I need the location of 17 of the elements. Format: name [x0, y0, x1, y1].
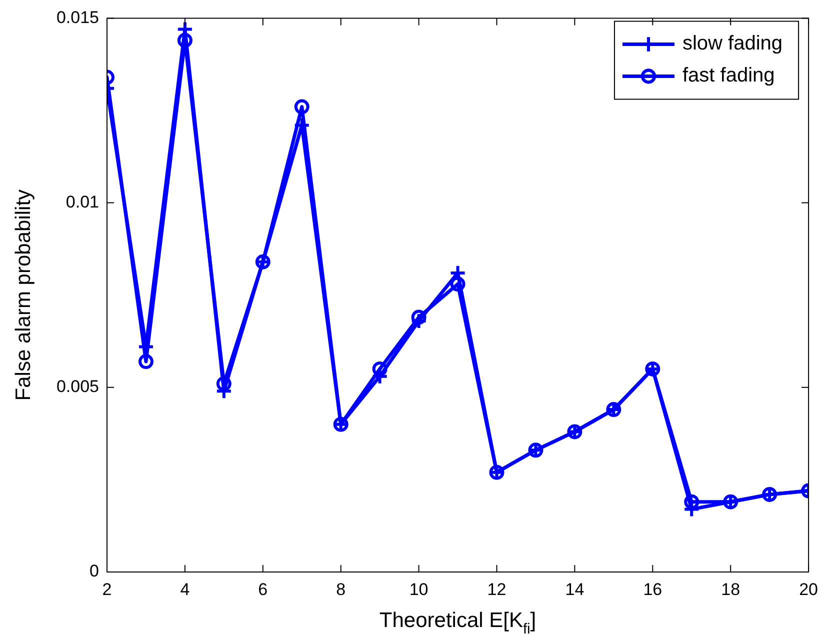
- x-tick-label: 4: [180, 580, 190, 599]
- x-tick-label: 6: [258, 580, 268, 599]
- x-tick-label: 10: [409, 580, 428, 599]
- x-tick-label: 14: [565, 580, 584, 599]
- x-tick-label: 20: [799, 580, 818, 599]
- x-tick-label: 12: [487, 580, 506, 599]
- legend-label: fast fading: [682, 64, 775, 87]
- x-tick-label: 8: [336, 580, 346, 599]
- legend-label: slow fading: [682, 32, 783, 55]
- y-tick-label: 0.005: [56, 377, 99, 396]
- x-tick-label: 2: [102, 580, 112, 599]
- y-tick-label: 0.01: [66, 192, 99, 212]
- y-tick-label: 0: [90, 562, 99, 581]
- y-tick-label: 0.015: [56, 8, 99, 27]
- y-axis-title: False alarm probability: [12, 188, 35, 401]
- x-tick-label: 16: [643, 580, 662, 599]
- x-tick-label: 18: [721, 580, 740, 599]
